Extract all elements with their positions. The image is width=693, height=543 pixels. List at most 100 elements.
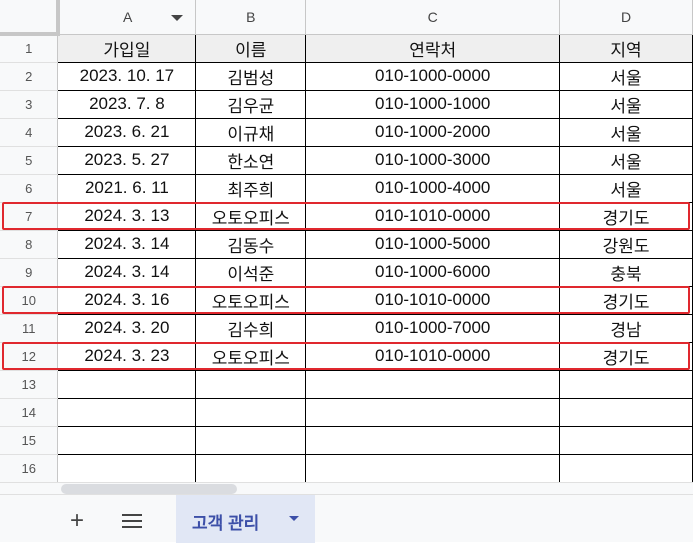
cell-a5[interactable]: 2023. 5. 27 — [57, 146, 197, 175]
column-header-c[interactable]: C — [305, 0, 561, 35]
cell-c3[interactable]: 010-1000-1000 — [305, 90, 561, 119]
cell-a6[interactable]: 2021. 6. 11 — [57, 174, 197, 203]
all-sheets-menu-icon[interactable] — [122, 514, 142, 532]
table-row: 6 2021. 6. 11 최주희 010-1000-4000 서울 — [0, 174, 693, 203]
cell-a8[interactable]: 2024. 3. 14 — [57, 230, 197, 259]
column-header-a[interactable]: A — [57, 0, 197, 35]
cell-a12[interactable]: 2024. 3. 23 — [57, 342, 197, 371]
row-header[interactable]: 2 — [0, 62, 59, 91]
cell-b13[interactable] — [195, 370, 307, 399]
cell-c15[interactable] — [305, 426, 561, 455]
row-header[interactable]: 7 — [0, 202, 59, 231]
row-header[interactable]: 3 — [0, 90, 59, 119]
cell-d12[interactable]: 경기도 — [559, 342, 693, 371]
cell-a13[interactable] — [57, 370, 197, 399]
cell-d3[interactable]: 서울 — [559, 90, 693, 119]
cell-a10[interactable]: 2024. 3. 16 — [57, 286, 197, 315]
row-header[interactable]: 4 — [0, 118, 59, 147]
row-header[interactable]: 13 — [0, 370, 59, 399]
row-header[interactable]: 10 — [0, 286, 59, 315]
cell-c7[interactable]: 010-1010-0000 — [305, 202, 561, 231]
cell-d10[interactable]: 경기도 — [559, 286, 693, 315]
row-header[interactable]: 5 — [0, 146, 59, 175]
row-header[interactable]: 9 — [0, 258, 59, 287]
cell-d14[interactable] — [559, 398, 693, 427]
cell-d6[interactable]: 서울 — [559, 174, 693, 203]
cell-b5[interactable]: 한소연 — [195, 146, 307, 175]
cell-b16[interactable] — [195, 454, 307, 482]
row-header[interactable]: 16 — [0, 454, 59, 482]
row-header[interactable]: 1 — [0, 34, 59, 63]
cell-a11[interactable]: 2024. 3. 20 — [57, 314, 197, 343]
row-header[interactable]: 8 — [0, 230, 59, 259]
cell-b15[interactable] — [195, 426, 307, 455]
cell-a1[interactable]: 가입일 — [57, 34, 197, 63]
cell-c14[interactable] — [305, 398, 561, 427]
table-row: 4 2023. 6. 21 이규채 010-1000-2000 서울 — [0, 118, 693, 147]
cell-c10[interactable]: 010-1010-0000 — [305, 286, 561, 315]
horizontal-scrollbar[interactable] — [0, 482, 693, 494]
cell-d9[interactable]: 충북 — [559, 258, 693, 287]
cell-a3[interactable]: 2023. 7. 8 — [57, 90, 197, 119]
cell-b1[interactable]: 이름 — [195, 34, 307, 63]
sheet-tab-bar: + 고객 관리 — [0, 494, 693, 543]
cell-c8[interactable]: 010-1000-5000 — [305, 230, 561, 259]
cell-c2[interactable]: 010-1000-0000 — [305, 62, 561, 91]
column-header-b[interactable]: B — [195, 0, 307, 35]
cell-c11[interactable]: 010-1000-7000 — [305, 314, 561, 343]
cell-a16[interactable] — [57, 454, 197, 482]
cell-b10[interactable]: 오토오피스 — [195, 286, 307, 315]
cell-d2[interactable]: 서울 — [559, 62, 693, 91]
cell-b8[interactable]: 김동수 — [195, 230, 307, 259]
cell-a9[interactable]: 2024. 3. 14 — [57, 258, 197, 287]
row-header[interactable]: 15 — [0, 426, 59, 455]
cell-c16[interactable] — [305, 454, 561, 482]
scrollbar-thumb[interactable] — [61, 484, 237, 494]
row-header[interactable]: 6 — [0, 174, 59, 203]
cell-c13[interactable] — [305, 370, 561, 399]
cell-c6[interactable]: 010-1000-4000 — [305, 174, 561, 203]
cell-d8[interactable]: 강원도 — [559, 230, 693, 259]
cell-b6[interactable]: 최주희 — [195, 174, 307, 203]
cell-c4[interactable]: 010-1000-2000 — [305, 118, 561, 147]
cell-b12[interactable]: 오토오피스 — [195, 342, 307, 371]
cell-d13[interactable] — [559, 370, 693, 399]
cell-c9[interactable]: 010-1000-6000 — [305, 258, 561, 287]
cell-b2[interactable]: 김범성 — [195, 62, 307, 91]
cell-a2[interactable]: 2023. 10. 17 — [57, 62, 197, 91]
cell-c12[interactable]: 010-1010-0000 — [305, 342, 561, 371]
sheet-tab[interactable]: 고객 관리 — [176, 495, 315, 543]
add-sheet-icon[interactable]: + — [70, 507, 85, 534]
cell-d11[interactable]: 경남 — [559, 314, 693, 343]
cell-d16[interactable] — [559, 454, 693, 482]
cell-d1[interactable]: 지역 — [559, 34, 693, 63]
cell-b7[interactable]: 오토오피스 — [195, 202, 307, 231]
select-all-corner[interactable] — [0, 0, 60, 36]
table-row: 16 — [0, 454, 693, 482]
cell-b4[interactable]: 이규채 — [195, 118, 307, 147]
cell-d5[interactable]: 서울 — [559, 146, 693, 175]
cell-b9[interactable]: 이석준 — [195, 258, 307, 287]
cell-d4[interactable]: 서울 — [559, 118, 693, 147]
cell-b3[interactable]: 김우균 — [195, 90, 307, 119]
cell-c5[interactable]: 010-1000-3000 — [305, 146, 561, 175]
cell-c1[interactable]: 연락처 — [305, 34, 561, 63]
cell-b14[interactable] — [195, 398, 307, 427]
cell-a14[interactable] — [57, 398, 197, 427]
sheet-tab-dropdown-icon[interactable] — [289, 516, 299, 521]
row-header[interactable]: 12 — [0, 342, 59, 371]
table-row: 12 2024. 3. 23 오토오피스 010-1010-0000 경기도 — [0, 342, 693, 371]
cell-d15[interactable] — [559, 426, 693, 455]
row-header[interactable]: 14 — [0, 398, 59, 427]
column-menu-icon[interactable] — [171, 15, 184, 21]
table-row: 11 2024. 3. 20 김수희 010-1000-7000 경남 — [0, 314, 693, 343]
column-header-d[interactable]: D — [559, 0, 693, 35]
cell-d7[interactable]: 경기도 — [559, 202, 693, 231]
table-row: 3 2023. 7. 8 김우균 010-1000-1000 서울 — [0, 90, 693, 119]
row-header[interactable]: 11 — [0, 314, 59, 343]
cell-b11[interactable]: 김수희 — [195, 314, 307, 343]
cell-a7[interactable]: 2024. 3. 13 — [57, 202, 197, 231]
cell-a4[interactable]: 2023. 6. 21 — [57, 118, 197, 147]
cell-a15[interactable] — [57, 426, 197, 455]
table-row: 9 2024. 3. 14 이석준 010-1000-6000 충북 — [0, 258, 693, 287]
